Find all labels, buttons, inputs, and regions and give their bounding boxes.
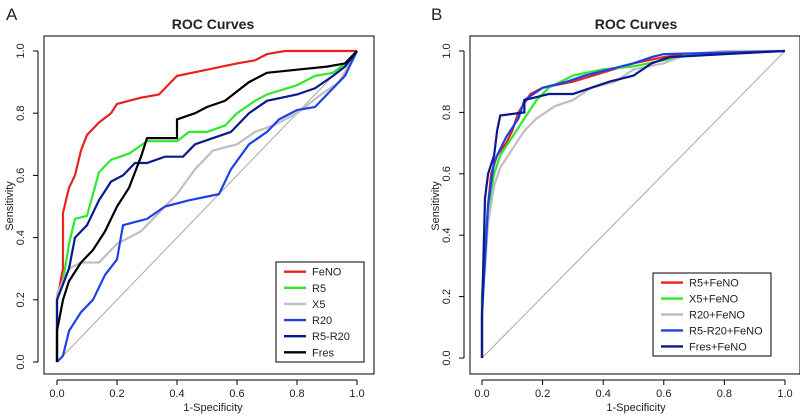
panel-letter: A <box>6 5 18 24</box>
y-tick-label: 0.4 <box>441 228 453 243</box>
series-line-r20-feno <box>480 49 785 358</box>
y-axis-label: Sensitivity <box>4 181 16 231</box>
x-tick-label: 0.0 <box>474 388 489 400</box>
x-tick-label: 0.6 <box>656 388 671 400</box>
y-tick-label: 1.0 <box>15 43 27 58</box>
legend: FeNO R5 X5 R20 R5-R20 Fres <box>275 261 365 363</box>
x-axis-label: 1-Specificity <box>606 402 666 414</box>
legend-label: X5 <box>312 299 325 311</box>
series-line-fres-feno <box>480 49 786 358</box>
x-tick-label: 0.8 <box>717 388 732 400</box>
y-tick-label: 0.8 <box>441 105 453 120</box>
x-tick-label: 1.0 <box>349 388 364 400</box>
legend-label: R5 <box>312 283 326 295</box>
legend-label: R5-R20+FeNO <box>689 325 763 337</box>
panel-letter: B <box>431 5 442 24</box>
y-tick-label: 0.0 <box>15 354 27 369</box>
x-tick-label: 0.4 <box>596 388 611 400</box>
roc-panel-b: B ROC Curves 0.0 0.2 0.4 0.6 0.8 1.0 0.0 0.2 0.4 0.… <box>430 5 800 414</box>
plot-frame <box>43 35 375 375</box>
series-line-r5 <box>55 50 358 362</box>
legend-label: Fres <box>312 347 335 359</box>
reference-diagonal <box>56 50 358 363</box>
x-tick-label: 0.6 <box>229 388 244 400</box>
y-tick-label: 0.6 <box>441 166 453 181</box>
legend-label: R5-R20 <box>312 331 350 343</box>
y-tick-label: 0.2 <box>15 292 27 307</box>
roc-panel-a: A ROC Curves 0.0 0.2 0.4 0.6 0.8 1.0 0.0 0.2 0.4 0.… <box>4 5 375 414</box>
x-tick-label: 0.2 <box>109 388 124 400</box>
x-axis-label: 1-Specificity <box>183 402 243 414</box>
chart-title: ROC Curves <box>595 16 678 32</box>
legend-label: R20 <box>312 315 332 327</box>
series-line-feno <box>55 49 357 362</box>
x-tick-label: 1.0 <box>777 388 792 400</box>
legend-label: R20+FeNO <box>689 310 745 322</box>
plot-frame <box>469 35 800 375</box>
y-tick-label: 0.2 <box>441 289 453 304</box>
y-tick-label: 0.4 <box>15 230 27 245</box>
chart-title: ROC Curves <box>172 16 255 32</box>
legend-label: FeNO <box>312 267 342 279</box>
legend: R5+FeNO X5+FeNO R20+FeNO R5-R20+FeNO Fres+Fe… <box>652 272 772 357</box>
y-tick-label: 0.0 <box>441 350 453 365</box>
x-tick-label: 0.2 <box>535 388 550 400</box>
y-axis-label: Sensitivity <box>430 181 442 231</box>
y-tick-label: 0.8 <box>15 106 27 121</box>
series-line-fres <box>55 50 358 362</box>
x-tick-label: 0.8 <box>289 388 304 400</box>
series-line-r20 <box>56 50 358 363</box>
legend-label: R5+FeNO <box>689 278 739 290</box>
series-line-r5-r20 <box>55 50 358 362</box>
legend-box <box>275 261 365 363</box>
x-tick-label: 0.4 <box>169 388 184 400</box>
y-tick-label: 0.6 <box>15 168 27 183</box>
x-tick-label: 0.0 <box>49 388 64 400</box>
y-tick-label: 1.0 <box>441 43 453 58</box>
series-line-r5-r20-feno <box>480 49 786 358</box>
legend-label: X5+FeNO <box>689 294 739 306</box>
reference-diagonal <box>481 50 786 359</box>
legend-label: Fres+FeNO <box>689 341 747 353</box>
